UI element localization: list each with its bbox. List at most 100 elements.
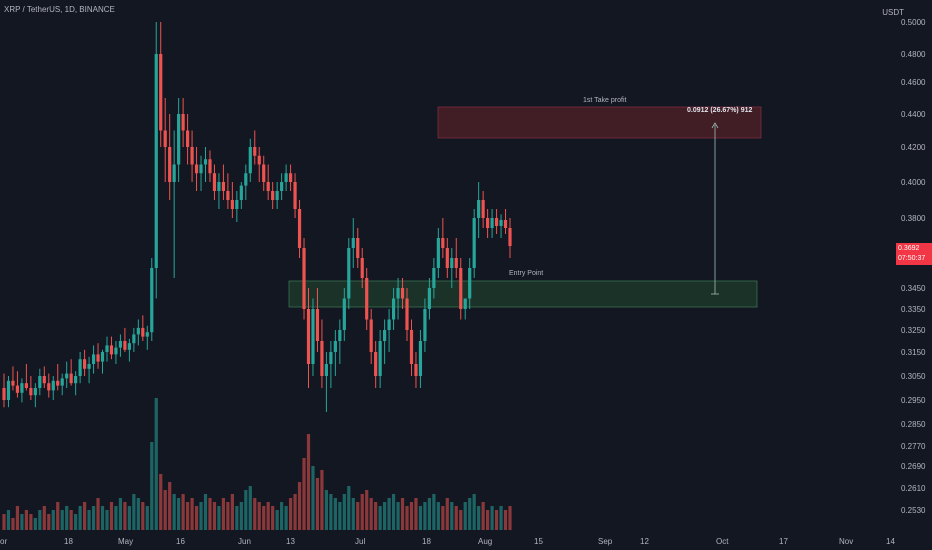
candle-body: [154, 54, 158, 268]
candle-body: [244, 173, 248, 186]
candle-body: [69, 373, 73, 384]
candle-body: [230, 200, 234, 209]
candle-body: [87, 364, 91, 369]
volume-bar: [91, 506, 96, 530]
candle-body: [468, 268, 472, 299]
date-tick-label: Oct: [716, 537, 729, 546]
volume-bar: [109, 502, 114, 530]
candle-body: [109, 345, 114, 355]
volume-bar: [454, 506, 458, 530]
volume-bar: [257, 502, 261, 530]
volume-bar: [320, 470, 324, 530]
volume-bar: [159, 474, 163, 530]
price-tick-label: 0.3250: [901, 326, 926, 335]
candle-body: [329, 352, 333, 364]
candle-body: [105, 345, 109, 352]
candle-body: [11, 380, 15, 386]
volume-bar: [11, 518, 15, 530]
volume-bar: [226, 502, 230, 530]
volume-bar: [432, 494, 436, 530]
candle-body: [427, 288, 431, 309]
volume-bar: [212, 502, 217, 530]
candle-body: [168, 147, 172, 182]
volume-bar: [6, 510, 11, 530]
candle-body: [96, 354, 100, 362]
candle-body: [136, 327, 140, 335]
candle-body: [221, 182, 226, 191]
volume-bar: [271, 506, 275, 530]
price-tick-label: 0.4800: [901, 50, 926, 59]
volume-bar: [56, 502, 60, 530]
date-tick-label: 18: [64, 537, 73, 546]
volume-bar: [105, 510, 109, 530]
volume-bar: [324, 490, 329, 530]
volume-bar: [383, 502, 387, 530]
date-tick-label: Aug: [478, 537, 492, 546]
candle-body: [203, 159, 208, 165]
volume-bar: [266, 502, 270, 530]
candle-body: [383, 330, 387, 341]
candle-body: [280, 182, 284, 191]
volume-bar: [306, 434, 311, 530]
volume-bar: [418, 506, 423, 530]
volume-bar: [114, 506, 118, 530]
volume-bar: [423, 502, 427, 530]
candle-body: [302, 248, 306, 309]
candle-body: [472, 218, 476, 268]
candle-body: [145, 332, 149, 337]
volume-bar: [123, 502, 127, 530]
price-tick-label: 0.4000: [901, 178, 926, 187]
volume-bar: [378, 506, 382, 530]
price-tick-label: 0.3050: [901, 372, 926, 381]
volume-bar: [208, 498, 212, 530]
candle-body: [159, 54, 163, 131]
candle-body: [83, 359, 87, 369]
candle-body: [400, 288, 405, 299]
candle-body: [177, 114, 181, 165]
candle-body: [365, 278, 369, 320]
candle-body: [275, 191, 279, 200]
volume-bar: [96, 498, 100, 530]
volume-bar: [118, 498, 123, 530]
volume-bar: [141, 502, 145, 530]
volume-bar: [235, 506, 239, 530]
volume-bar: [47, 514, 51, 530]
candle-body: [6, 380, 11, 400]
volume-bar: [168, 482, 172, 530]
volume-bar: [391, 494, 396, 530]
candle-body: [114, 347, 118, 355]
date-tick-label: Sep: [598, 537, 613, 546]
candle-body: [42, 376, 46, 384]
candle-body: [405, 298, 409, 330]
date-tick-label: Jul: [355, 537, 365, 546]
candle-body: [199, 164, 203, 174]
candle-body: [47, 383, 51, 391]
volume-bar: [221, 498, 226, 530]
candle-body: [356, 238, 360, 258]
volume-bar: [239, 502, 243, 530]
volume-bar: [284, 506, 288, 530]
volume-bar: [499, 506, 503, 530]
candle-body: [100, 352, 105, 362]
volume-bar: [136, 498, 140, 530]
candle-body: [333, 341, 337, 352]
candle-body: [463, 298, 467, 309]
candle-body: [266, 182, 270, 191]
candle-body: [297, 209, 302, 248]
candle-body: [378, 341, 382, 376]
volume-bar: [51, 510, 55, 530]
candle-body: [262, 164, 266, 182]
volume-bar: [181, 494, 185, 530]
candle-body: [441, 238, 445, 248]
volume-bar: [302, 458, 306, 530]
candle-body: [150, 268, 154, 333]
candle-body: [432, 268, 436, 288]
volume-bar: [217, 506, 221, 530]
candle-body: [347, 248, 351, 299]
date-tick-label: 13: [286, 537, 295, 546]
price-tick-label: 0.5000: [901, 18, 926, 27]
candle-body: [127, 343, 131, 350]
volume-bar: [441, 506, 445, 530]
candle-body: [239, 185, 243, 200]
